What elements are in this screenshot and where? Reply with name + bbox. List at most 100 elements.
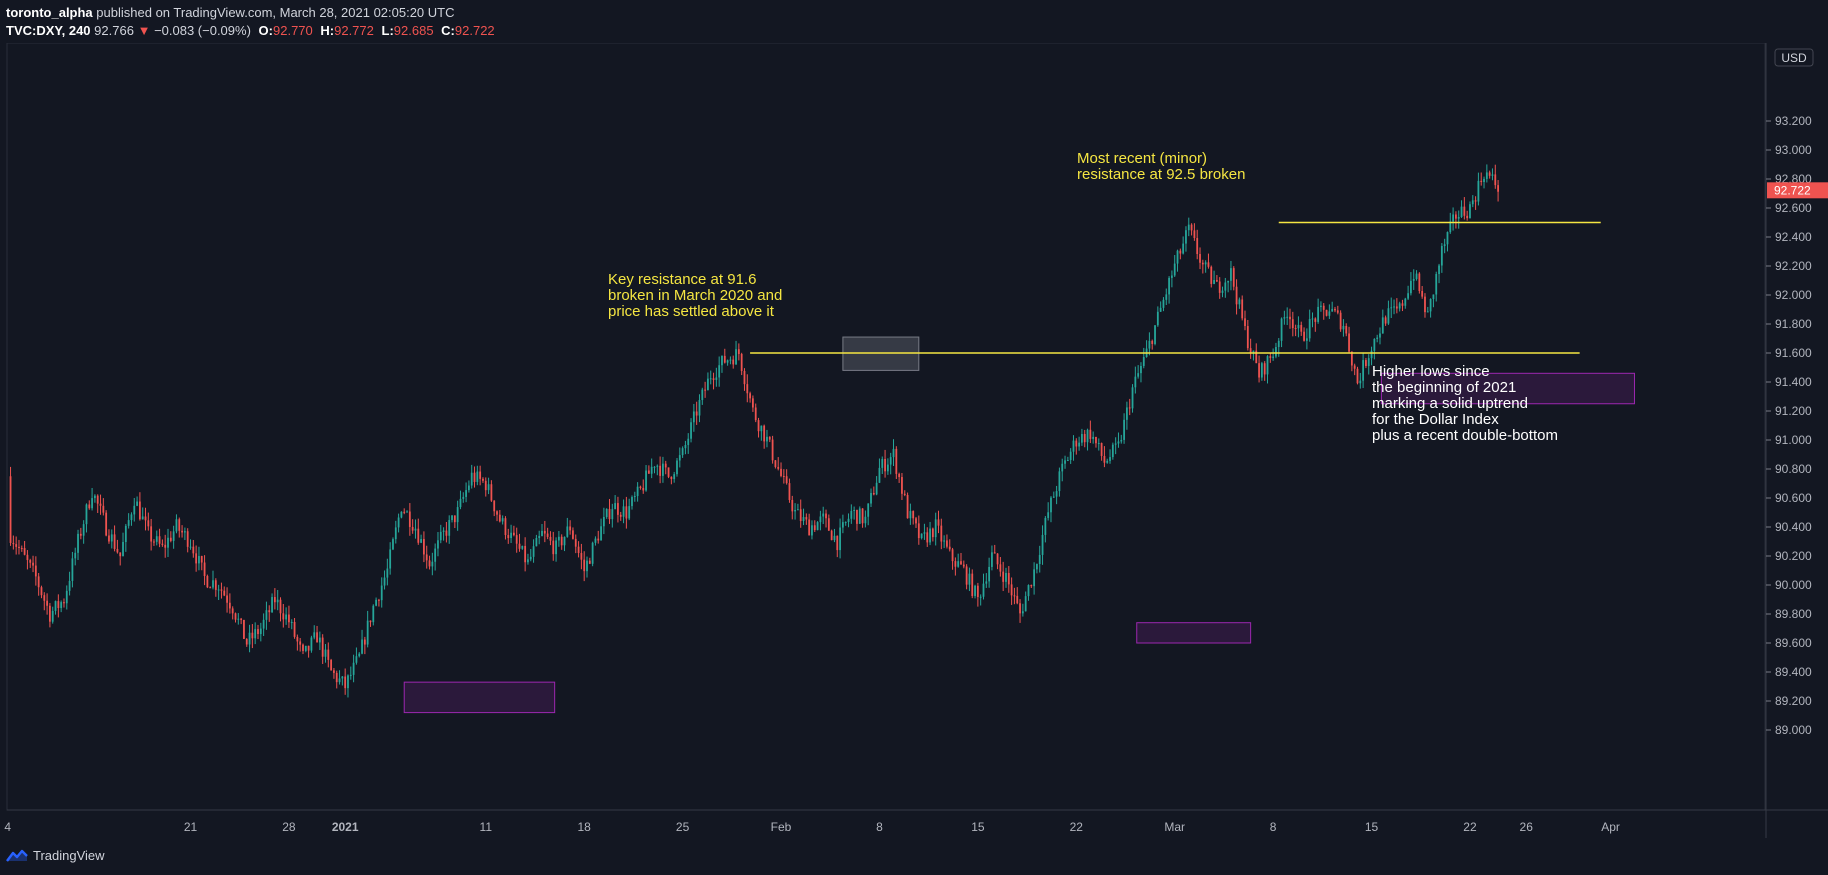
- candle: [1030, 585, 1033, 587]
- candle: [1488, 172, 1491, 176]
- current-price-label: 92.722: [1774, 183, 1811, 197]
- candle: [1179, 250, 1182, 254]
- candle: [684, 444, 687, 449]
- candle: [1111, 444, 1114, 458]
- candle: [119, 552, 122, 557]
- author-name[interactable]: toronto_alpha: [6, 5, 93, 20]
- candle: [200, 556, 203, 563]
- candle: [1027, 585, 1030, 597]
- candle: [428, 560, 431, 567]
- x-tick-label: 15: [971, 820, 985, 834]
- chart-area[interactable]: 93.200 93.000 92.800 92.600 92.400 92.200 92.0…: [0, 42, 1828, 838]
- candle: [9, 476, 12, 543]
- candle: [124, 525, 127, 543]
- symbol-label[interactable]: TVC:DXY, 240: [6, 23, 91, 38]
- change-down-icon: ▼: [137, 23, 151, 38]
- candle: [161, 543, 164, 545]
- candle: [850, 510, 853, 519]
- key-resistance-note-line: broken in March 2020 and: [608, 287, 782, 304]
- candle: [504, 518, 507, 536]
- candle: [268, 610, 271, 613]
- candle: [636, 486, 639, 497]
- candle: [1120, 439, 1123, 442]
- candle: [600, 526, 602, 541]
- low-box-mar[interactable]: [1380, 372, 1635, 405]
- candle: [617, 503, 619, 515]
- candle: [763, 425, 766, 442]
- candle: [110, 534, 113, 542]
- footer-brand[interactable]: TradingView: [33, 848, 105, 863]
- candle: [417, 528, 420, 543]
- candle: [1041, 534, 1044, 555]
- price-chart[interactable]: 93.20093.00092.80092.60092.40092.20092.0…: [0, 42, 1828, 838]
- y-tick-label: 93.000: [1775, 143, 1812, 157]
- candle: [158, 536, 161, 544]
- low-box-feb[interactable]: [1136, 622, 1252, 644]
- x-tick-label: 8: [876, 820, 883, 834]
- candle: [754, 407, 757, 421]
- candle: [898, 473, 901, 478]
- low-box-jan[interactable]: [403, 681, 556, 714]
- candle: [1266, 356, 1269, 375]
- candle: [164, 544, 167, 548]
- candle: [254, 629, 257, 639]
- candle: [698, 400, 701, 416]
- y-tick-label: 93.200: [1775, 114, 1812, 128]
- candle: [560, 536, 563, 546]
- candle: [1342, 325, 1345, 330]
- candle: [487, 484, 490, 491]
- y-tick-label: 91.800: [1775, 317, 1812, 331]
- candle: [127, 520, 130, 526]
- y-tick-label: 92.400: [1775, 230, 1812, 244]
- candle: [1033, 569, 1036, 587]
- candle: [1365, 360, 1367, 367]
- candle: [496, 511, 498, 515]
- candle: [931, 528, 934, 538]
- candle: [1469, 204, 1471, 219]
- candle: [726, 360, 729, 363]
- candle: [597, 538, 600, 541]
- candle: [316, 632, 318, 643]
- candle: [1348, 333, 1350, 352]
- candle: [996, 553, 999, 565]
- candle: [1272, 356, 1275, 359]
- candle: [521, 545, 524, 549]
- candle: [456, 507, 459, 523]
- candle: [619, 514, 622, 517]
- candle: [74, 552, 77, 559]
- currency-label[interactable]: USD: [1781, 51, 1807, 65]
- candle: [453, 515, 456, 523]
- tradingview-logo-icon[interactable]: [6, 849, 28, 863]
- candle: [175, 519, 178, 532]
- candle: [285, 614, 288, 620]
- candle: [1109, 457, 1111, 461]
- candle: [212, 580, 214, 588]
- candle: [692, 411, 695, 423]
- candle: [1095, 436, 1097, 444]
- candle: [906, 494, 909, 519]
- candle: [335, 672, 338, 683]
- candle: [774, 460, 777, 467]
- candle: [1471, 200, 1474, 205]
- candle: [113, 534, 116, 549]
- candle: [968, 573, 971, 585]
- candle: [1367, 358, 1370, 367]
- candle: [1432, 294, 1435, 300]
- candle: [901, 477, 903, 494]
- candle: [611, 509, 614, 520]
- candle: [431, 561, 434, 567]
- candle: [1370, 350, 1373, 359]
- x-tick-label: Feb: [771, 820, 792, 834]
- candle: [355, 656, 358, 663]
- candle: [1435, 274, 1438, 295]
- candle: [1170, 275, 1173, 278]
- candle: [780, 468, 782, 476]
- current-price-marker[interactable]: [1767, 182, 1828, 199]
- candle: [813, 525, 816, 531]
- candle: [541, 530, 543, 536]
- currency-badge[interactable]: [1774, 48, 1814, 67]
- candle: [1201, 262, 1204, 265]
- candle: [465, 490, 467, 497]
- candle: [895, 448, 898, 474]
- candle: [94, 495, 96, 499]
